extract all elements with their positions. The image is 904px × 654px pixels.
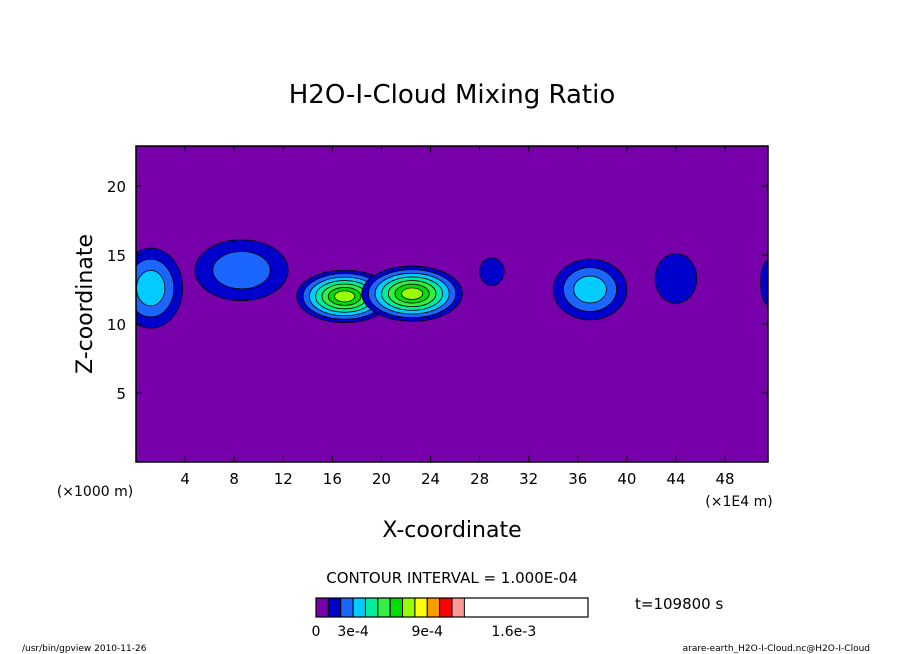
colorbar [315,597,589,618]
contour-level [334,290,356,303]
contour-level [136,269,166,307]
colorbar-swatch [389,597,404,618]
x-tick-label: 8 [229,470,239,488]
colorbar-swatch [315,597,329,618]
x-axis-label: X-coordinate [382,518,521,543]
colorbar-swatch [377,597,391,618]
plot-frame [135,145,769,463]
y-tick-label: 10 [107,316,126,334]
cloud-feature [760,260,768,306]
cloud-feature [479,257,505,286]
cloud-feature [552,258,628,321]
contour-level [573,275,607,304]
x-tick-label: 12 [274,470,293,488]
x-tick-label: 36 [568,470,587,488]
contour-level [212,251,271,290]
footer-left: /usr/bin/gpview 2010-11-26 [22,644,147,654]
x-tick-label: 48 [716,470,735,488]
colorbar-tick-labels: 0 3e-4 9e-4 1.6e-3 [312,624,537,640]
colorbar-swatch [414,597,428,618]
colorbar-swatch [364,597,379,618]
x-tick-label: 16 [323,470,342,488]
y-tick-label: 5 [116,385,126,403]
plot-area [135,145,769,463]
colorbar-swatch [426,597,441,618]
contour-interval-text: CONTOUR INTERVAL = 1.000E-04 [326,569,577,587]
contour-level [401,287,424,300]
x-tick-label: 32 [519,470,538,488]
cloud-feature [136,247,184,329]
contour-level [760,260,768,306]
colorbar-tick-label: 0 [312,624,321,640]
cloud-feature [361,265,463,322]
colorbar-swatch [451,597,465,618]
time-label: t=109800 s [635,595,723,613]
y-axis-ticks: 5 10 15 20 [107,178,768,403]
x-unit-right: (×1E4 m) [705,494,772,510]
colorbar-tick-label: 3e-4 [337,624,369,640]
x-axis-ticks: 4 8 12 16 20 24 28 32 36 40 44 48 [180,146,735,488]
colorbar-swatch [340,597,354,618]
contour-level [479,257,505,286]
colorbar-frame [315,597,589,618]
cloud-feature [194,239,289,301]
colorbar-swatch [327,597,342,618]
contour-level [654,253,698,304]
x-tick-label: 24 [421,470,440,488]
y-tick-label: 20 [107,178,126,196]
x-tick-label: 44 [666,470,685,488]
colorbar-tick-label: 1.6e-3 [491,624,536,640]
cloud-contours [136,239,768,329]
y-tick-label: 15 [107,247,126,265]
x-tick-label: 28 [470,470,489,488]
y-axis-label: Z-coordinate [73,234,98,374]
x-tick-label: 4 [180,470,190,488]
chart-title: H2O-I-Cloud Mixing Ratio [289,80,616,110]
colorbar-tick-label: 9e-4 [412,624,444,640]
colorbar-swatch [439,597,453,618]
x-tick-label: 20 [372,470,391,488]
x-unit-left: (×1000 m) [57,484,133,500]
cloud-feature [654,253,698,304]
x-tick-label: 40 [617,470,636,488]
colorbar-swatch [402,597,416,618]
colorbar-swatch [352,597,366,618]
footer-right: arare-earth_H2O-I-Cloud.nc@H2O-I-Cloud [683,644,870,654]
